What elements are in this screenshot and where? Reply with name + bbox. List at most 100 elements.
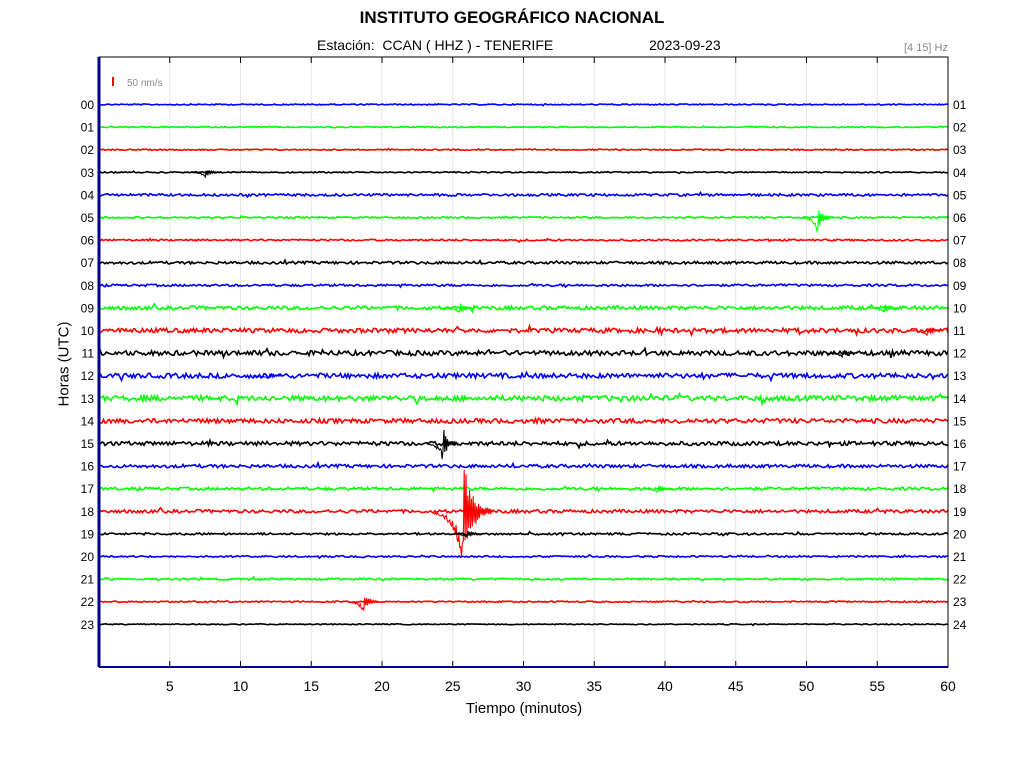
seismic-event xyxy=(868,304,900,313)
trace-hour-04 xyxy=(98,190,949,199)
hour-label-left: 00 xyxy=(81,98,95,112)
trace-hour-17 xyxy=(98,485,949,493)
trace-hour-15 xyxy=(98,437,949,450)
hour-label-right: 04 xyxy=(953,166,967,180)
date-label: 2023-09-23 xyxy=(649,37,721,53)
hour-label-right: 15 xyxy=(953,414,967,428)
hour-label-left: 15 xyxy=(81,437,95,451)
hour-label-left: 19 xyxy=(81,527,95,541)
hour-label-left: 03 xyxy=(81,166,95,180)
trace-hour-16 xyxy=(98,460,949,470)
hour-label-right: 19 xyxy=(953,505,967,519)
hour-label-left: 21 xyxy=(81,573,95,587)
grid-lines xyxy=(169,57,878,667)
trace-hour-23 xyxy=(98,622,949,627)
hour-label-right: 07 xyxy=(953,234,967,248)
hour-label-left: 10 xyxy=(81,324,95,338)
hour-label-left: 20 xyxy=(81,550,95,564)
hour-label-right: 20 xyxy=(953,527,967,541)
scale-bar-label: 50 nm/s xyxy=(127,78,163,89)
x-tick-label: 5 xyxy=(166,678,174,694)
trace-hour-05 xyxy=(98,214,949,220)
hour-label-left: 07 xyxy=(81,256,95,270)
hour-label-right: 09 xyxy=(953,279,967,293)
trace-hour-12 xyxy=(98,370,949,383)
hour-label-right: 05 xyxy=(953,188,967,202)
hour-label-left: 11 xyxy=(82,347,95,361)
trace-hour-03 xyxy=(98,170,949,175)
trace-hour-21 xyxy=(98,575,949,582)
hour-label-left: 02 xyxy=(81,143,95,157)
hour-label-left: 23 xyxy=(81,618,95,632)
hour-label-right: 06 xyxy=(953,211,967,225)
hour-label-left: 12 xyxy=(81,369,95,383)
x-tick-label: 15 xyxy=(303,678,319,694)
hour-label-right: 14 xyxy=(953,392,967,406)
hour-label-left: 06 xyxy=(81,234,95,248)
seismic-event xyxy=(426,429,459,460)
seismic-event xyxy=(825,350,858,359)
x-tick-label: 55 xyxy=(869,678,885,694)
hour-label-right: 01 xyxy=(953,98,967,112)
seismic-event xyxy=(443,303,476,314)
x-tick-label: 10 xyxy=(233,678,249,694)
hour-label-right: 24 xyxy=(953,618,967,632)
trace-hour-14 xyxy=(98,416,949,426)
seismic-event xyxy=(189,169,221,179)
trace-hour-02 xyxy=(98,147,949,152)
hour-label-right: 12 xyxy=(953,347,967,361)
hour-label-left: 08 xyxy=(81,279,95,293)
hour-label-right: 17 xyxy=(953,460,967,474)
x-axis-label: Tiempo (minutos) xyxy=(465,700,583,717)
x-tick-label: 30 xyxy=(516,678,532,694)
x-tick-label: 20 xyxy=(374,678,390,694)
x-tick-label: 35 xyxy=(586,678,602,694)
seismic-event xyxy=(432,469,493,557)
hour-label-left: 16 xyxy=(81,460,95,474)
hour-label-right: 02 xyxy=(953,121,967,135)
hour-label-left: 17 xyxy=(81,482,95,496)
x-tick-label: 50 xyxy=(799,678,815,694)
hour-label-left: 14 xyxy=(81,414,95,428)
hour-label-left: 09 xyxy=(81,301,95,315)
hour-label-left: 04 xyxy=(81,188,95,202)
hour-label-right: 03 xyxy=(953,143,967,157)
trace-hour-06 xyxy=(98,237,949,244)
hour-label-right: 11 xyxy=(953,324,966,338)
hour-label-right: 21 xyxy=(953,550,967,564)
hour-label-right: 10 xyxy=(953,301,967,315)
x-tick-label: 40 xyxy=(657,678,673,694)
x-tick-label: 60 xyxy=(940,678,956,694)
trace-hour-18 xyxy=(98,506,949,517)
seismic-event xyxy=(910,327,943,337)
trace-hour-11 xyxy=(98,346,949,360)
hour-label-right: 08 xyxy=(953,256,967,270)
seismic-event xyxy=(252,372,285,380)
hour-label-right: 13 xyxy=(953,369,967,383)
seismic-event xyxy=(450,530,483,540)
seismic-traces xyxy=(98,102,949,627)
trace-hour-20 xyxy=(98,553,949,560)
x-tick-label: 45 xyxy=(728,678,744,694)
hour-label-right: 18 xyxy=(953,482,967,496)
trace-hour-07 xyxy=(98,258,949,266)
trace-hour-10 xyxy=(98,322,949,338)
axes: 00 01 01 02 02 03 03 04 04 05 05 06 06 07 07 08 08 09 09 10… xyxy=(81,56,967,694)
hour-label-left: 13 xyxy=(81,392,95,406)
station-label: Estación: CCAN ( HHZ ) - TENERIFE xyxy=(317,37,554,53)
hour-label-right: 16 xyxy=(953,437,967,451)
trace-hour-22 xyxy=(98,599,949,604)
trace-hour-08 xyxy=(98,282,949,289)
seismic-event xyxy=(347,597,380,611)
seismic-event xyxy=(641,485,674,493)
hour-label-right: 22 xyxy=(953,573,967,587)
hour-label-left: 18 xyxy=(81,505,95,519)
trace-hour-01 xyxy=(98,124,949,129)
hour-label-left: 05 xyxy=(81,211,95,225)
hour-label-right: 23 xyxy=(953,595,967,609)
trace-hour-19 xyxy=(98,530,949,537)
trace-hour-13 xyxy=(98,391,949,407)
chart-title: INSTITUTO GEOGRÁFICO NACIONAL xyxy=(359,8,665,27)
hour-label-left: 01 xyxy=(81,121,95,135)
